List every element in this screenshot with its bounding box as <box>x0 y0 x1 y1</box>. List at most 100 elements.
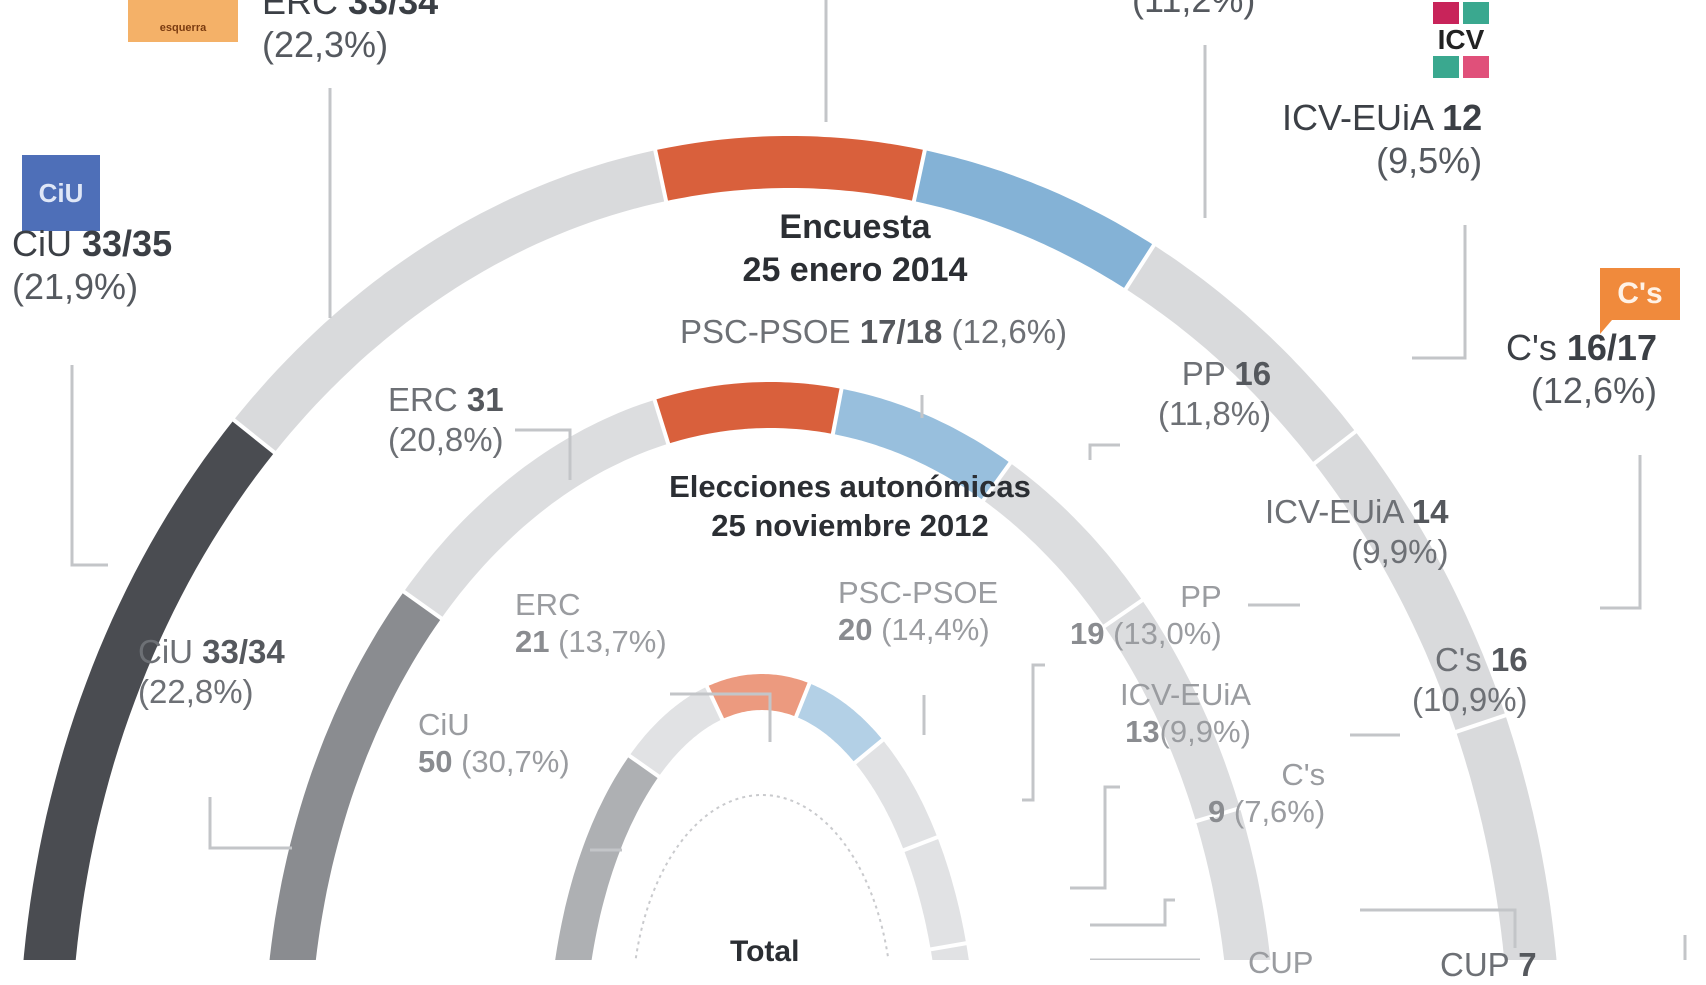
label-middle-erc: ERC 31 (20,8%) <box>388 380 504 459</box>
label-pct: (9,9%) <box>1159 714 1251 750</box>
label-inner-psc: PSC-PSOE 20 (14,4%) <box>838 574 998 648</box>
label-pct: (30,7%) <box>461 744 570 780</box>
segment-separator <box>1311 428 1359 467</box>
segment-separator <box>980 460 1014 504</box>
erc-logo-text: esquerra <box>159 22 207 34</box>
ring-segment-outer-cup <box>1456 715 1557 960</box>
icv-logo-text: ICV <box>1437 23 1485 55</box>
label-seats: 20 <box>838 612 873 648</box>
survey-title-line1: Encuesta <box>779 208 931 246</box>
ring-segment-inner-icveuia <box>855 739 938 851</box>
election-title-line1: Elecciones autonómicas <box>669 469 1031 504</box>
concentric-semicircle-chart <box>23 0 1687 960</box>
label-outer-ciu: CiU 33/35 (21,9%) <box>12 222 172 308</box>
label-party: ERC <box>388 381 458 418</box>
label-middle-cup: CUP 7 <box>1440 945 1537 985</box>
cs-logo-text: C's <box>1617 277 1663 310</box>
label-middle-pp: PP 16 (11,8%) <box>1158 354 1271 433</box>
label-seats: 21 <box>515 624 550 660</box>
label-outer-icv: ICV-EUiA 12 (9,5%) <box>1282 96 1482 182</box>
label-party: PP <box>1181 355 1226 392</box>
label-party: PSC-PSOE <box>838 575 999 610</box>
label-seats: 33/34 <box>348 0 439 22</box>
ring-segment-outer-pp <box>913 150 1154 290</box>
segment-separator <box>1193 805 1243 824</box>
total-label: Total <box>730 935 800 968</box>
label-seats: 19 <box>1070 616 1105 652</box>
ring-segment-outer-erc <box>233 150 667 453</box>
label-party: PP <box>1180 579 1222 614</box>
ring-segment-inner-cup <box>930 943 969 960</box>
segment-separator <box>1122 242 1157 292</box>
icv-logo-icon: ICV <box>1430 0 1492 87</box>
ciu-logo-text: CiU <box>38 177 84 208</box>
ring-segment-outer-pscpsoe <box>655 136 925 202</box>
label-pct: (7,6%) <box>1233 794 1326 830</box>
ring-segment-middle-pscpsoe <box>654 382 842 444</box>
segment-separator <box>230 417 278 456</box>
label-party: CUP <box>1440 946 1510 983</box>
ring-segment-outer-ciu <box>23 420 275 960</box>
label-seats: 50 <box>418 744 453 780</box>
ring-segment-outer-icveuia <box>1125 245 1356 464</box>
ring-segment-inner-cs <box>903 837 967 950</box>
label-pct: (22,3%) <box>262 24 389 66</box>
ring-segment-middle-icveuia <box>983 462 1143 627</box>
label-party: ICV-EUiA <box>1265 493 1403 530</box>
election-title-line2: 25 noviembre 2012 <box>711 507 989 543</box>
ring-segment-middle-cup <box>1195 807 1271 960</box>
label-outer-pp: (11,2%) <box>1132 0 1255 21</box>
label-party: C's <box>1281 757 1326 792</box>
label-party: C's <box>1435 641 1482 678</box>
ring-segment-middle-cs <box>1104 600 1240 822</box>
label-middle-ciu: CiU 33/34 (22,8%) <box>138 632 285 711</box>
label-pct: (13,7%) <box>558 624 667 660</box>
segment-separator <box>793 680 813 720</box>
label-middle-cs: C's 16 (10,9%) <box>1412 640 1528 719</box>
label-outer-cs: C's 16/17 (12,6%) <box>1506 326 1657 412</box>
label-seats: 17/18 <box>859 313 943 350</box>
label-party: ICV-EUiA <box>1120 677 1251 712</box>
label-pct: (9,5%) <box>1376 140 1483 182</box>
ring-segment-middle-erc <box>403 399 669 619</box>
label-party: ERC <box>515 587 581 622</box>
label-seats: 16/17 <box>1566 327 1657 368</box>
label-party: C's <box>1506 327 1557 368</box>
label-seats: 16 <box>1490 641 1528 678</box>
segment-separator <box>401 588 445 622</box>
label-pct: (14,4%) <box>881 612 990 648</box>
segment-separator <box>852 737 886 766</box>
survey-title: Encuesta 25 enero 2014 <box>650 206 1060 291</box>
label-pct: (10,9%) <box>1412 680 1528 718</box>
label-seats: 13 <box>1125 714 1160 750</box>
label-party: PSC-PSOE <box>680 313 851 350</box>
ring-segments <box>23 136 1557 960</box>
label-inner-pp: PP 19 (13,0%) <box>1070 578 1222 652</box>
label-pct: (12,6%) <box>951 313 1068 350</box>
ciu-logo-icon: CiU <box>22 155 100 231</box>
segment-separator <box>901 834 940 853</box>
cs-logo-icon: C's <box>1600 268 1680 334</box>
label-inner-ciu: CiU 50 (30,7%) <box>418 706 570 780</box>
label-seats: 7 <box>1518 946 1537 983</box>
label-party: CiU <box>12 223 72 264</box>
label-pct: (12,6%) <box>1530 370 1657 412</box>
survey-title-line2: 25 enero 2014 <box>742 250 968 289</box>
label-pct: (9,9%) <box>1351 532 1449 570</box>
label-seats: 33/34 <box>202 633 285 670</box>
label-seats: 12 <box>1442 97 1483 138</box>
segment-separator <box>704 683 725 722</box>
label-pct: (11,8%) <box>1158 394 1272 432</box>
label-party: CiU <box>418 707 470 742</box>
label-pct: (22,8%) <box>138 672 254 710</box>
segment-separator <box>1101 597 1145 630</box>
ring-segment-inner-pp <box>795 683 883 763</box>
label-seats: 16 <box>1234 355 1272 392</box>
label-pct: (21,9%) <box>12 266 139 308</box>
label-inner-icv: ICV-EUiA 13(9,9%) <box>1120 676 1251 750</box>
segment-separator <box>651 397 671 447</box>
label-pct: (20,8%) <box>388 420 504 458</box>
segment-separator <box>911 147 928 204</box>
erc-logo-icon: esquerra <box>128 0 238 42</box>
label-middle-psc: PSC-PSOE 17/18 (12,6%) <box>680 312 1067 352</box>
